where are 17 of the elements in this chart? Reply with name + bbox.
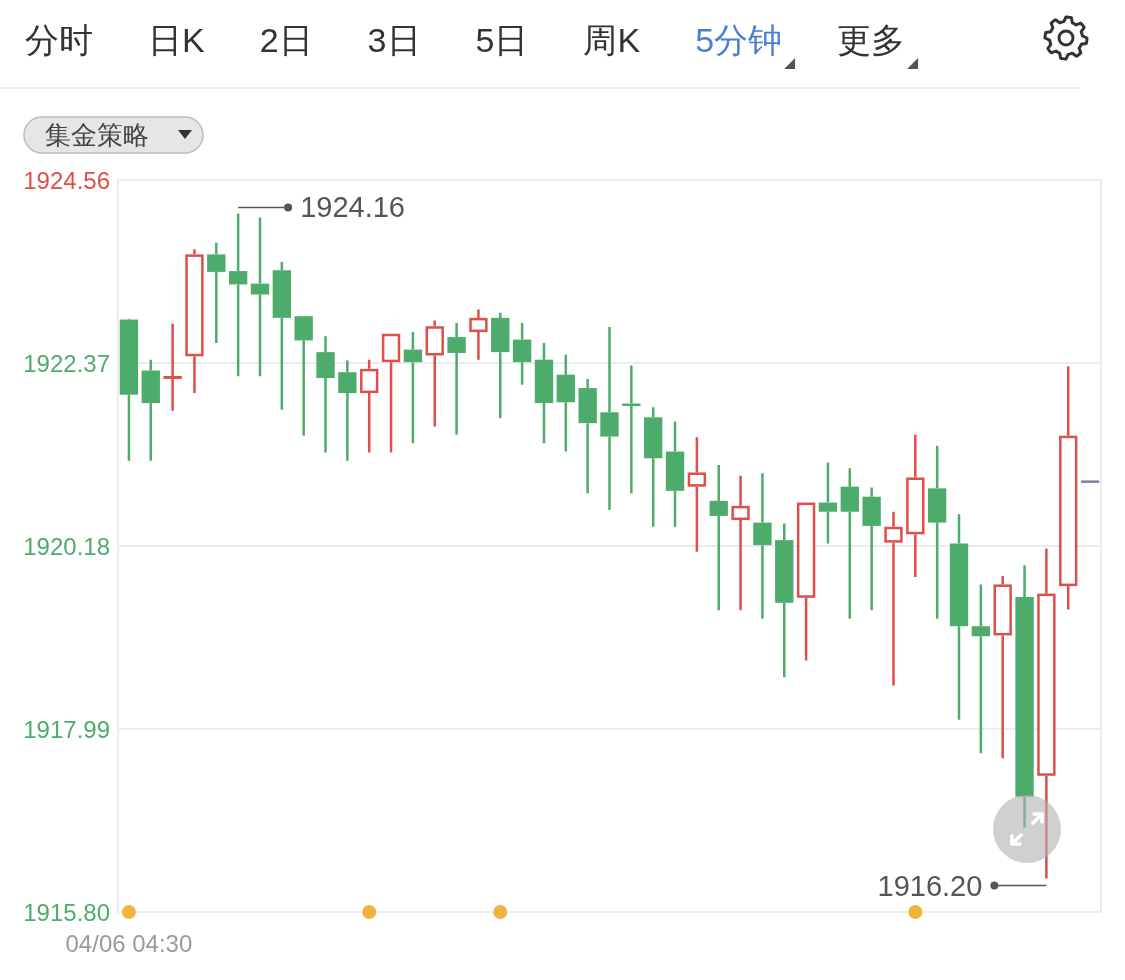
- y-tick-label: 1920.18: [23, 532, 110, 560]
- text: 集金策略: [45, 120, 149, 150]
- text: 分时: [25, 21, 93, 59]
- x-tick-label: 04/06 04:30: [65, 929, 193, 957]
- text: 更多: [837, 21, 906, 59]
- y-tick-label: 1917.99: [23, 715, 110, 743]
- y-tick-label: 1922.37: [23, 349, 110, 377]
- y-tick-label: 1924.56: [23, 166, 110, 194]
- text: 日K: [148, 21, 205, 59]
- text: 5日: [475, 21, 529, 59]
- text: 5分钟: [695, 21, 783, 59]
- text: 周K: [583, 21, 641, 59]
- text: 3日: [367, 21, 421, 59]
- text: 2日: [259, 21, 313, 59]
- y-tick-label: 1915.80: [23, 898, 110, 926]
- annotation: 1916.20: [877, 869, 983, 902]
- annotation: 1924.16: [300, 191, 405, 224]
